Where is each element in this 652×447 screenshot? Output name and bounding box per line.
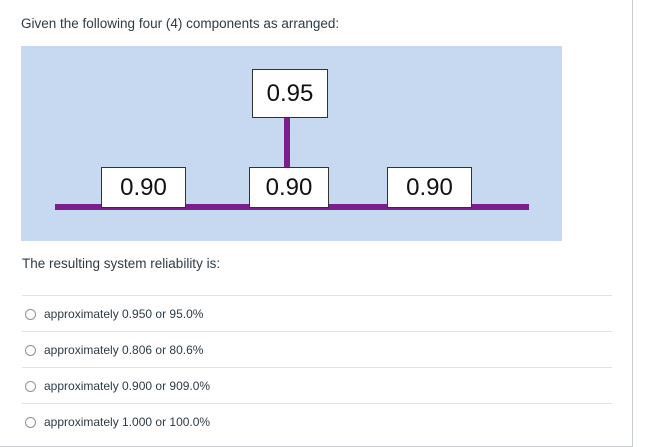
component-top: 0.95	[252, 69, 328, 118]
reliability-diagram: 0.95 0.90 0.90 0.90	[21, 46, 562, 241]
answer-option-1[interactable]: approximately 0.950 or 95.0%	[22, 295, 612, 332]
answer-option-4[interactable]: approximately 1.000 or 100.0%	[22, 403, 612, 440]
question-card: Given the following four (4) components …	[0, 0, 633, 447]
component-left: 0.90	[101, 167, 186, 208]
result-prompt: The resulting system reliability is:	[22, 256, 221, 271]
question-prompt: Given the following four (4) components …	[21, 16, 340, 31]
component-middle: 0.90	[249, 167, 329, 208]
component-right: 0.90	[387, 167, 472, 208]
answer-option-label: approximately 0.950 or 95.0%	[44, 307, 204, 321]
answer-option-3[interactable]: approximately 0.900 or 909.0%	[22, 367, 612, 404]
vertical-connector-line	[284, 118, 290, 168]
answer-option-label: approximately 1.000 or 100.0%	[44, 415, 211, 429]
radio-button[interactable]	[25, 416, 36, 428]
answer-option-label: approximately 0.900 or 909.0%	[44, 379, 211, 393]
radio-button[interactable]	[25, 308, 36, 320]
radio-button[interactable]	[25, 380, 36, 392]
answer-option-2[interactable]: approximately 0.806 or 80.6%	[22, 331, 612, 368]
radio-button[interactable]	[25, 344, 36, 356]
answer-option-label: approximately 0.806 or 80.6%	[44, 343, 204, 357]
